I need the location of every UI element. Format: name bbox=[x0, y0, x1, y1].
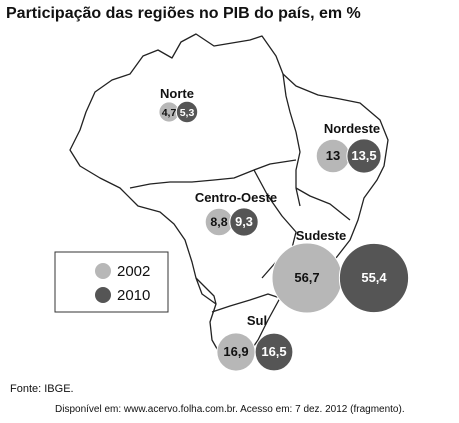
legend: 2002 2010 bbox=[54, 251, 169, 313]
legend-swatch-2010 bbox=[95, 287, 111, 303]
bubbles-layer: 4,7 5,3 Norte 13 13,5 Nordeste 8,8 9,3 Centro-Oe… bbox=[158, 86, 410, 372]
legend-label-2010: 2010 bbox=[117, 287, 150, 304]
value-label-nordeste-2002: 13 bbox=[326, 148, 340, 163]
region-label-sudeste: Sudeste bbox=[296, 228, 347, 243]
region-label-centro-oeste: Centro-Oeste bbox=[195, 190, 277, 205]
region-label-sul: Sul bbox=[247, 313, 267, 328]
legend-label-2002: 2002 bbox=[117, 263, 150, 280]
bubble-sudeste-2010 bbox=[338, 242, 410, 314]
border-norte-nordeste bbox=[282, 73, 301, 207]
value-label-sudeste-2002: 56,7 bbox=[294, 270, 319, 285]
source-note: Fonte: IBGE. bbox=[10, 383, 74, 395]
value-label-centro-oeste-2010: 9,3 bbox=[235, 214, 253, 229]
border-centrooeste-sul bbox=[195, 277, 217, 305]
region-label-norte: Norte bbox=[160, 86, 194, 101]
bubble-norte-2010 bbox=[175, 100, 199, 124]
value-label-sul-2010: 16,5 bbox=[261, 344, 286, 359]
border-nordeste-sudeste bbox=[295, 187, 351, 221]
value-label-norte-2010: 5,3 bbox=[180, 107, 195, 119]
value-label-nordeste-2010: 13,5 bbox=[351, 148, 376, 163]
value-label-norte-2002: 4,7 bbox=[162, 107, 177, 119]
legend-swatch-2002 bbox=[95, 263, 111, 279]
value-label-sul-2002: 16,9 bbox=[223, 344, 248, 359]
value-label-sudeste-2010: 55,4 bbox=[361, 270, 387, 285]
bubble-sul-2010 bbox=[254, 332, 294, 372]
value-label-centro-oeste-2002: 8,8 bbox=[210, 215, 227, 229]
credit-note: Disponível em: www.acervo.folha.com.br. … bbox=[55, 404, 405, 415]
region-label-nordeste: Nordeste bbox=[324, 121, 380, 136]
bubble-nordeste-2010 bbox=[346, 138, 382, 174]
border-norte-centrooeste bbox=[129, 159, 297, 189]
border-sudeste-sul bbox=[211, 293, 281, 313]
bubble-centro-oeste-2010 bbox=[229, 207, 259, 237]
chart-title: Participação das regiões no PIB do país,… bbox=[6, 5, 361, 22]
legend-box bbox=[54, 251, 169, 313]
